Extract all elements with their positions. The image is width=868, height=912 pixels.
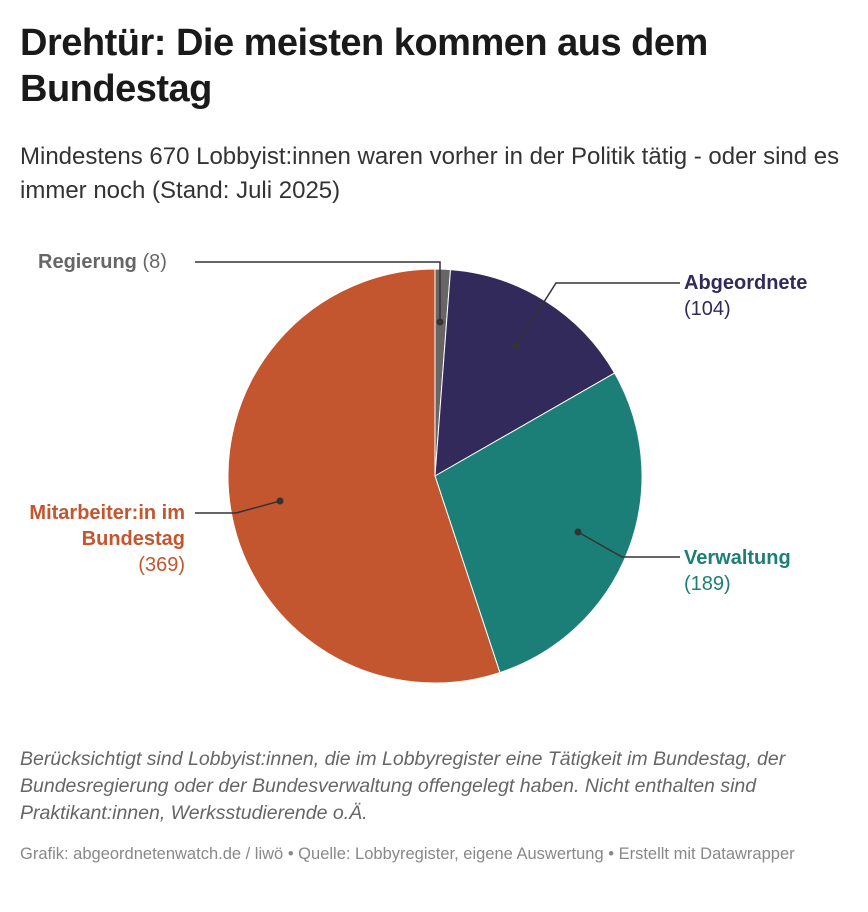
pie-slice-verwaltung (434, 372, 643, 674)
chart-subtitle: Mindestens 670 Lobbyist:innen waren vorh… (20, 143, 840, 204)
pie-slice-mitarbeiter-in-im-bundestag (227, 268, 501, 684)
leader-dot (276, 497, 284, 505)
leader-line-regierung (195, 261, 441, 322)
chart-notes: Berücksichtigt sind Lobbyist:innen, die … (20, 748, 786, 824)
leader-line-mitarbeiter (195, 500, 281, 514)
leader-line-verwaltung (577, 531, 680, 558)
chart-title: Drehtür: Die meisten kommen aus dem Bund… (20, 22, 708, 110)
leader-line-abgeordnete (515, 282, 680, 347)
chart-source: Grafik: abgeordnetenwatch.de / liwö • Qu… (20, 845, 795, 863)
label-abgeordnete: Abgeordnete (104) (684, 272, 808, 320)
label-mitarbeiter: Mitarbeiter:in im Bundestag (369) (29, 502, 185, 576)
leader-dot (512, 342, 520, 350)
leader-dot (436, 318, 444, 326)
leader-dot (574, 528, 582, 536)
label-regierung: Regierung (8) (38, 251, 167, 273)
label-verwaltung: Verwaltung (189) (684, 547, 791, 595)
